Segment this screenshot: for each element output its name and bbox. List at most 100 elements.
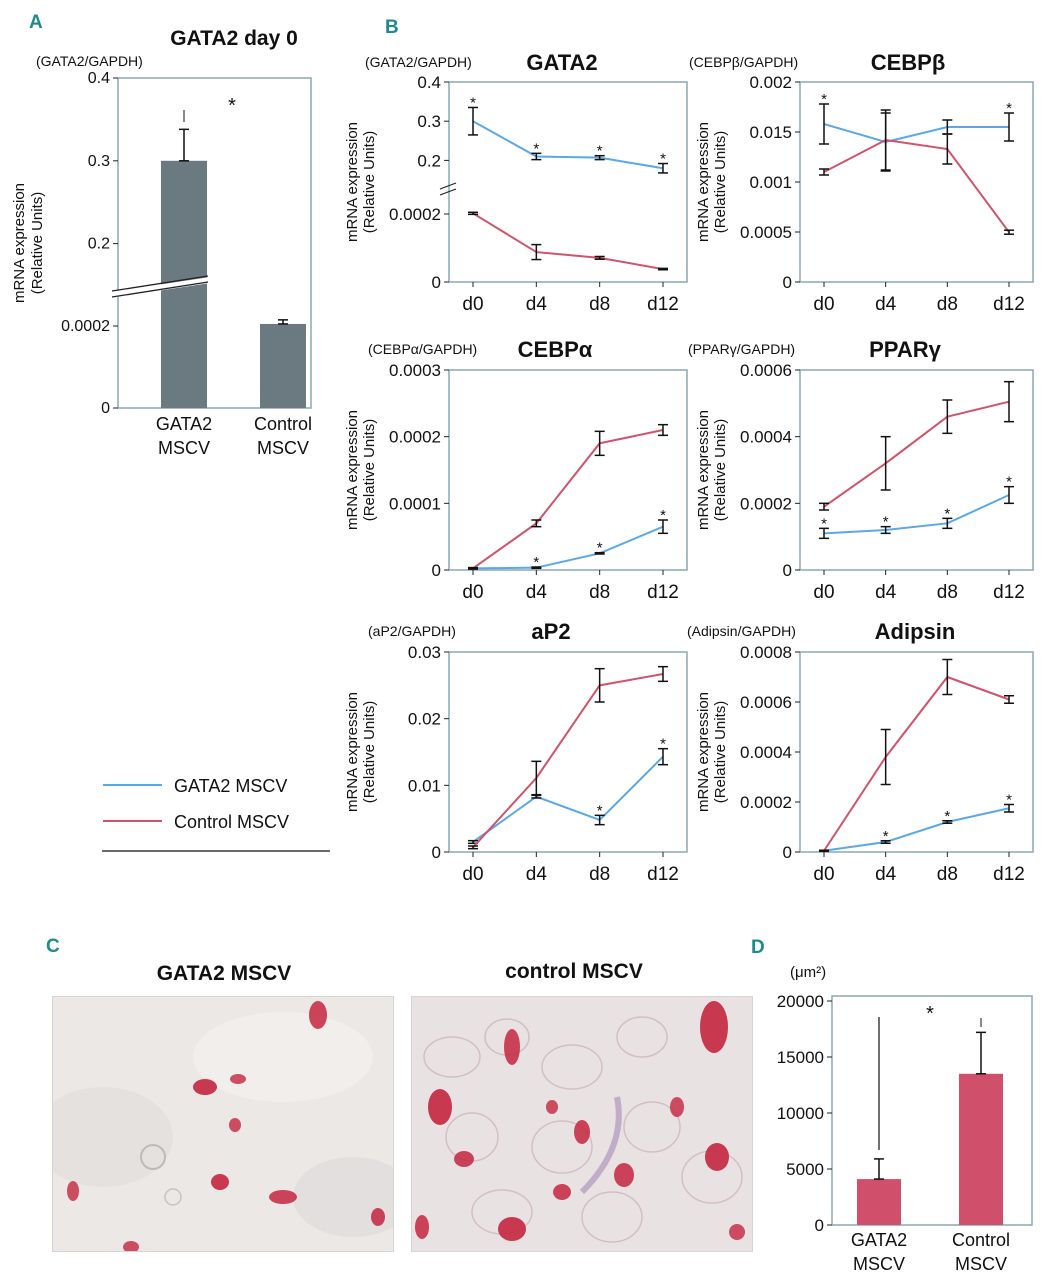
error-bar xyxy=(531,152,542,161)
y-tick-label: 0.015 xyxy=(749,123,792,142)
series-line xyxy=(472,429,664,570)
significance-star: * xyxy=(660,736,666,753)
y-axis-label: (Relative Units) xyxy=(29,192,46,295)
significance-star: * xyxy=(1006,100,1012,117)
error-bar xyxy=(976,1031,986,1075)
error-bar xyxy=(531,760,542,796)
y-axis-label: (Relative Units) xyxy=(361,419,378,522)
error-bar xyxy=(942,658,953,696)
y-axis-label: mRNA expression xyxy=(344,692,361,812)
error-bar xyxy=(594,814,605,826)
panel-letter-b: B xyxy=(385,17,399,38)
x-tick-label: d8 xyxy=(589,864,610,885)
y-tick-label: 0.0002 xyxy=(61,318,110,335)
y-tick-label: 0.4 xyxy=(88,70,110,87)
y-tick-label: 0.0006 xyxy=(740,361,792,380)
x-tick-label: d8 xyxy=(589,582,610,603)
x-tick-label: Control xyxy=(952,1230,1010,1250)
x-tick-label: d12 xyxy=(647,294,679,315)
y-tick-label: 0.0002 xyxy=(740,494,792,513)
chart-title: GATA2 day 0 xyxy=(170,27,298,50)
y-tick-label: 0.3 xyxy=(417,112,441,131)
error-bar xyxy=(942,820,953,824)
x-tick-label: GATA2 xyxy=(156,414,212,434)
error-bar xyxy=(658,747,668,766)
unit-label: (Adipsin/GAPDH) xyxy=(687,623,796,639)
y-tick-label: 0.03 xyxy=(408,643,441,662)
plot-frame xyxy=(831,995,1033,1226)
error-bar xyxy=(942,517,953,530)
y-tick-label: 20000 xyxy=(777,992,824,1011)
y-tick-label: 0.0002 xyxy=(389,428,441,447)
x-tick-label: d12 xyxy=(993,864,1025,885)
series-line xyxy=(472,120,664,170)
error-bar xyxy=(658,267,668,271)
error-bar xyxy=(594,551,605,555)
y-tick-label: 0 xyxy=(432,273,441,292)
error-bar xyxy=(1004,485,1014,505)
chart-title: PPARγ xyxy=(869,337,941,362)
x-tick-label: d0 xyxy=(462,864,483,885)
error-bar xyxy=(819,527,829,540)
axis-break-line xyxy=(439,188,457,196)
error-bar xyxy=(819,502,829,511)
y-tick-label: 0 xyxy=(432,843,441,862)
error-bar xyxy=(468,566,478,570)
axis-break-line xyxy=(111,275,209,292)
micrograph-title: control MSCV xyxy=(505,960,643,983)
error-bar xyxy=(468,845,478,850)
error-bar xyxy=(658,519,668,535)
y-axis-label: (Relative Units) xyxy=(712,419,729,522)
y-tick-label: 0.0004 xyxy=(740,743,792,762)
y-tick-label: 0.0003 xyxy=(389,361,441,380)
significance-star: * xyxy=(883,514,889,531)
y-tick-label: 0 xyxy=(783,273,792,292)
x-tick-label: d12 xyxy=(993,294,1025,315)
chart-title: CEBPβ xyxy=(871,50,946,75)
x-tick-label: d4 xyxy=(875,864,897,885)
error-bar xyxy=(1004,380,1014,423)
y-axis-label: (Relative Units) xyxy=(361,131,378,234)
series-line xyxy=(823,675,1010,852)
unit-label: (GATA2/GAPDH) xyxy=(36,53,143,69)
unit-label: (PPARγ/GAPDH) xyxy=(688,341,795,357)
significance-star: * xyxy=(1006,792,1012,809)
significance-star: * xyxy=(1006,474,1012,491)
y-tick-label: 0.0006 xyxy=(740,693,792,712)
series-line xyxy=(823,138,1010,233)
significance-star: * xyxy=(821,515,827,532)
y-tick-label: 0 xyxy=(432,561,441,580)
error-bar xyxy=(658,162,668,174)
error-bar xyxy=(819,849,829,852)
series-line xyxy=(472,673,664,849)
y-tick-label: 0.02 xyxy=(408,710,441,729)
x-tick-label: d12 xyxy=(647,582,679,603)
micrograph-control-mscv xyxy=(411,996,753,1252)
panel-letter-c: C xyxy=(46,936,60,957)
y-axis-label: mRNA expression xyxy=(344,122,361,242)
plot-frame xyxy=(799,651,1034,853)
x-tick-label: d4 xyxy=(526,294,548,315)
error-bar xyxy=(1004,229,1014,235)
bar xyxy=(959,1073,1003,1225)
y-tick-label: 0.01 xyxy=(408,776,441,795)
error-bar xyxy=(594,154,605,161)
axis-break-line xyxy=(439,182,457,190)
plot-frame xyxy=(448,651,688,853)
y-tick-label: 0 xyxy=(783,561,792,580)
y-axis-label: mRNA expression xyxy=(695,410,712,530)
y-axis-label: (Relative Units) xyxy=(712,131,729,234)
series-line xyxy=(823,494,1010,535)
plot-frame xyxy=(448,81,688,283)
series-line xyxy=(472,212,664,271)
error-bar xyxy=(658,665,668,683)
unit-label: (μm²) xyxy=(790,964,826,981)
error-bar xyxy=(179,128,189,162)
y-tick-label: 0.001 xyxy=(749,173,792,192)
plot-frame xyxy=(799,81,1034,283)
y-axis-label: mRNA expression xyxy=(344,410,361,530)
error-bar xyxy=(531,243,542,261)
x-tick-label: d12 xyxy=(647,864,679,885)
significance-star: * xyxy=(597,540,603,557)
x-tick-label: d8 xyxy=(589,294,610,315)
